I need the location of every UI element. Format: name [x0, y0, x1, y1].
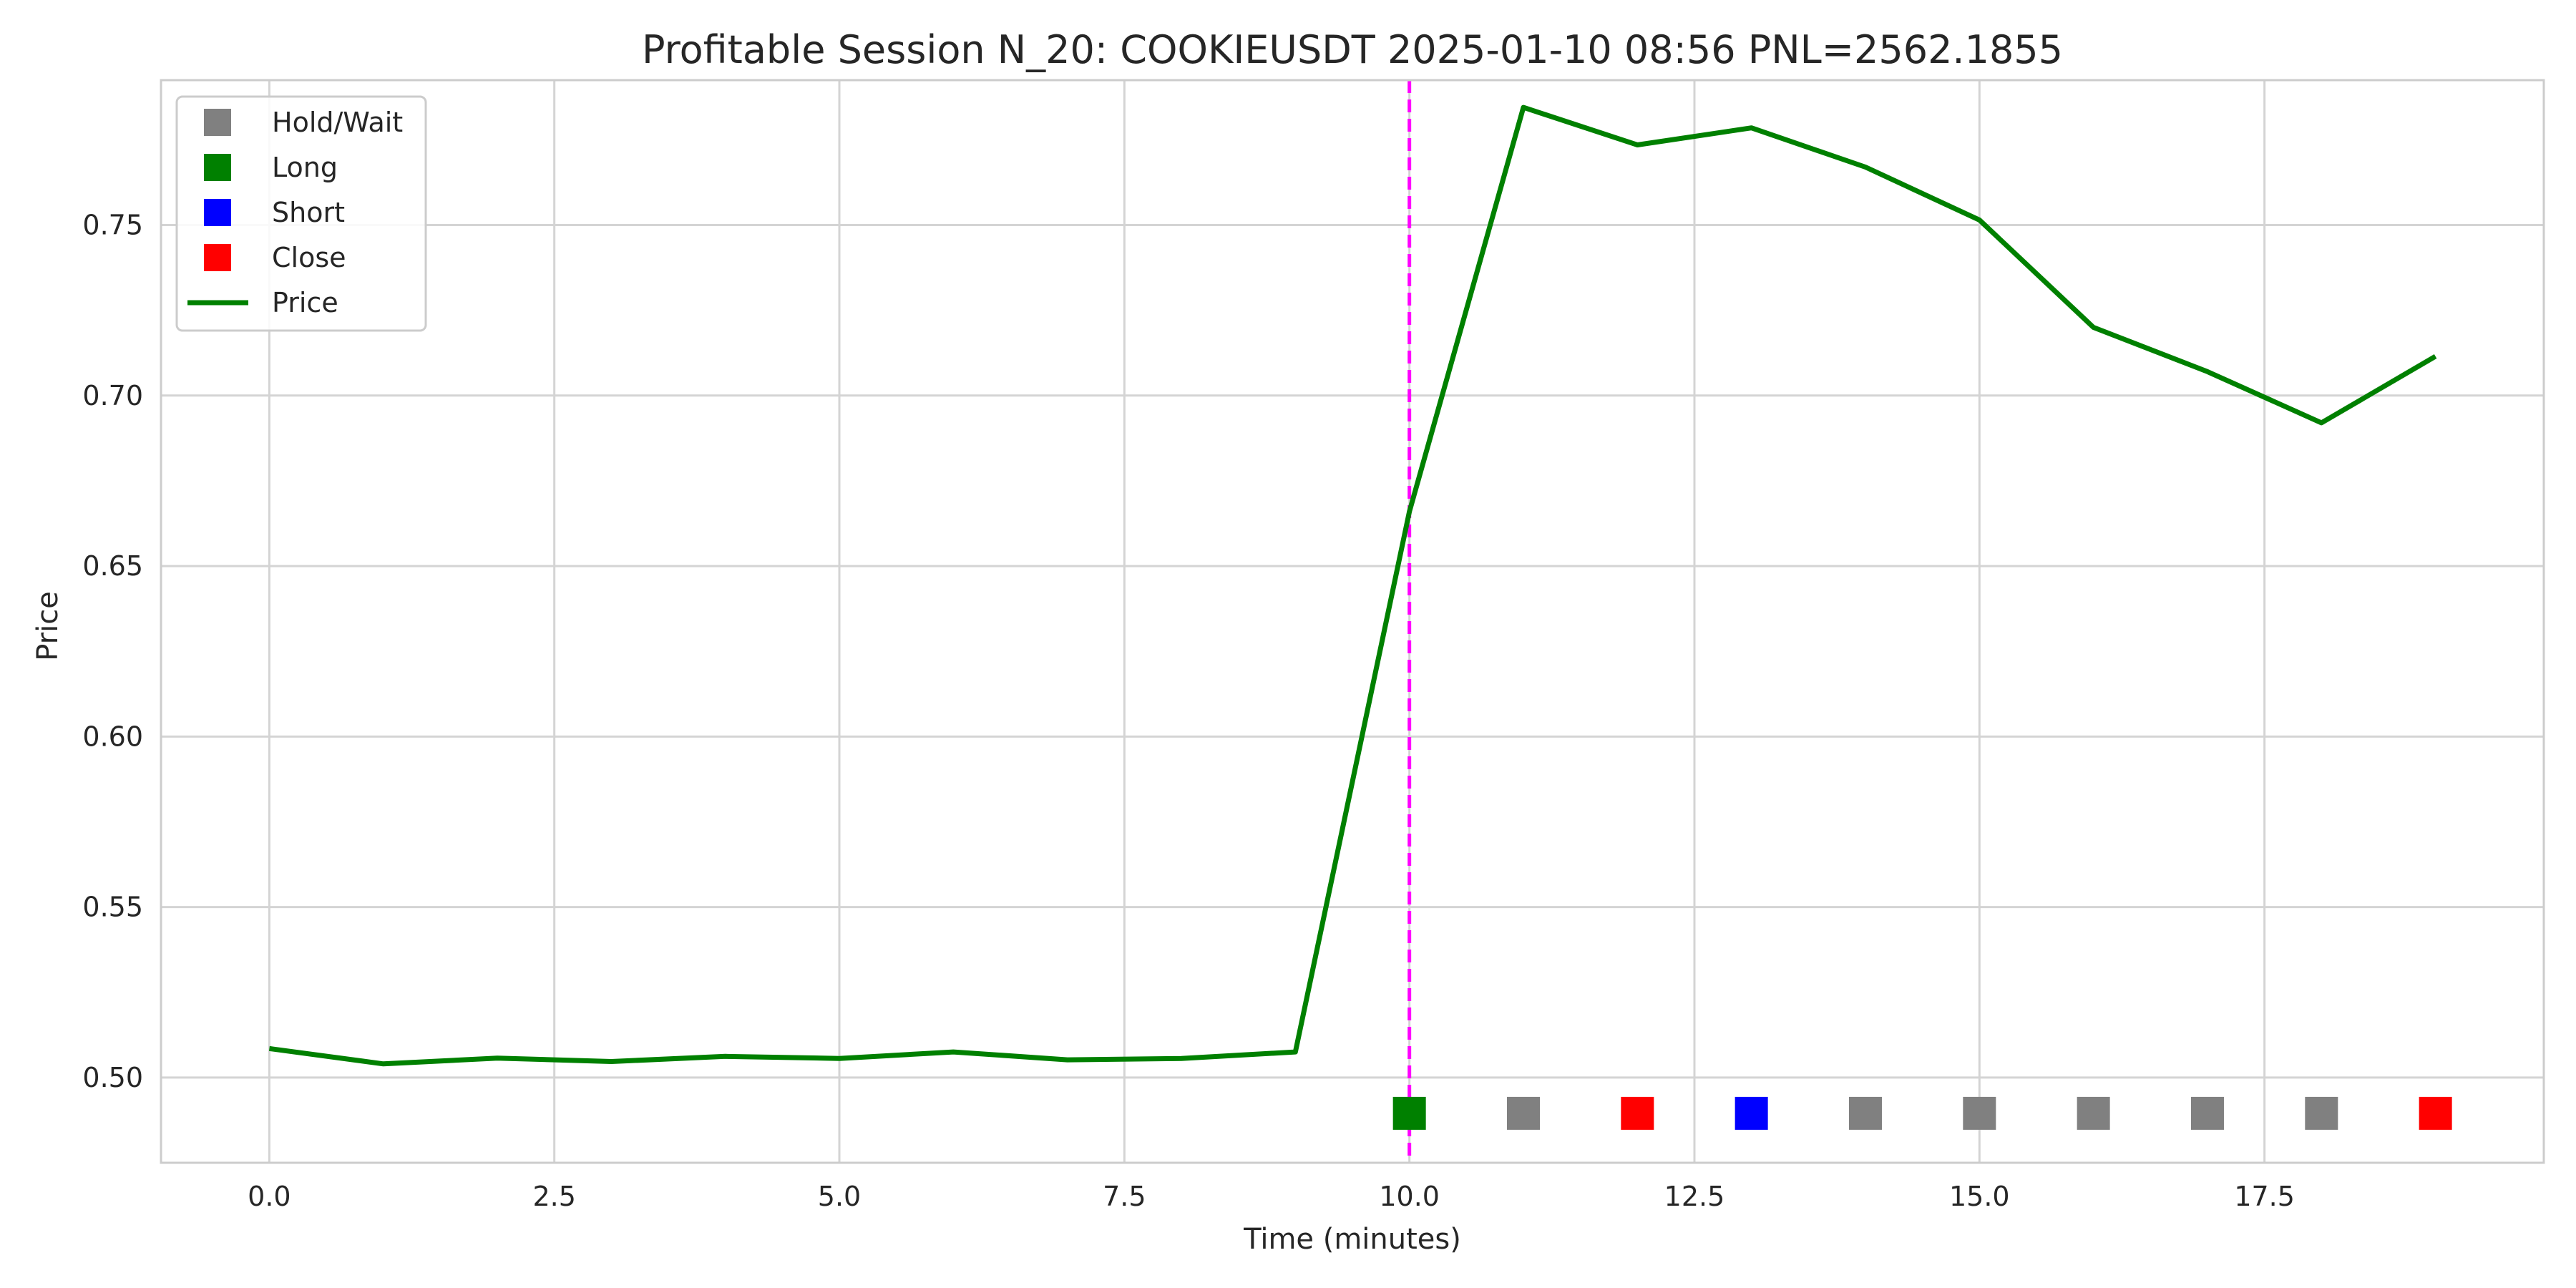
x-axis-label: Time (minutes): [1243, 1223, 1461, 1256]
plot-frame: [160, 79, 2545, 1164]
x-tick-label: 10.0: [1379, 1181, 1440, 1212]
grid: [161, 80, 2544, 1163]
y-tick-label: 0.55: [82, 892, 143, 923]
legend-swatch-short: [204, 199, 231, 226]
legend: Hold/Wait Long Short Close Price: [175, 95, 427, 332]
y-axis-ticks: 0.50 0.55 0.60 0.65 0.70 0.75: [82, 210, 143, 1093]
chart-title: Profitable Session N_20: COOKIEUSDT 2025…: [642, 27, 2063, 72]
y-tick-label: 0.70: [82, 380, 143, 411]
y-tick-label: 0.65: [82, 550, 143, 582]
action-markers: [1392, 1096, 2452, 1130]
action-marker-hold-wait: [2305, 1096, 2338, 1130]
x-tick-label: 17.5: [2234, 1181, 2295, 1212]
legend-label: Close: [272, 242, 346, 273]
action-marker-close: [1621, 1096, 1654, 1130]
x-tick-label: 15.0: [1949, 1181, 2010, 1212]
y-tick-label: 0.75: [82, 210, 143, 241]
legend-label: Hold/Wait: [272, 107, 403, 138]
x-tick-label: 5.0: [818, 1181, 861, 1212]
y-tick-label: 0.60: [82, 721, 143, 752]
legend-box: [175, 95, 427, 332]
action-marker-hold-wait: [1848, 1096, 1882, 1130]
action-marker-hold-wait: [1506, 1096, 1540, 1130]
action-marker-hold-wait: [2190, 1096, 2224, 1130]
price-line: [268, 104, 2437, 1067]
x-tick-label: 2.5: [532, 1181, 575, 1212]
legend-label: Long: [272, 152, 338, 183]
x-tick-label: 12.5: [1664, 1181, 1725, 1212]
action-marker-long: [1392, 1096, 1426, 1130]
x-tick-label: 7.5: [1103, 1181, 1146, 1212]
legend-label: Price: [272, 287, 338, 318]
x-axis-ticks: 0.0 2.5 5.0 7.5 10.0 12.5 15.0 17.5: [248, 1181, 2295, 1212]
series-layer: [268, 104, 2437, 1067]
legend-swatch-long: [204, 154, 231, 181]
action-marker-close: [2419, 1096, 2452, 1130]
legend-swatch-close: [204, 244, 231, 271]
x-tick-label: 0.0: [248, 1181, 291, 1212]
y-tick-label: 0.50: [82, 1062, 143, 1093]
legend-swatch-hold-wait: [204, 109, 231, 136]
action-marker-hold-wait: [1963, 1096, 1996, 1130]
y-axis-label: Price: [31, 591, 64, 661]
legend-label: Short: [272, 197, 345, 228]
action-marker-short: [1735, 1096, 1768, 1130]
action-marker-hold-wait: [2077, 1096, 2110, 1130]
